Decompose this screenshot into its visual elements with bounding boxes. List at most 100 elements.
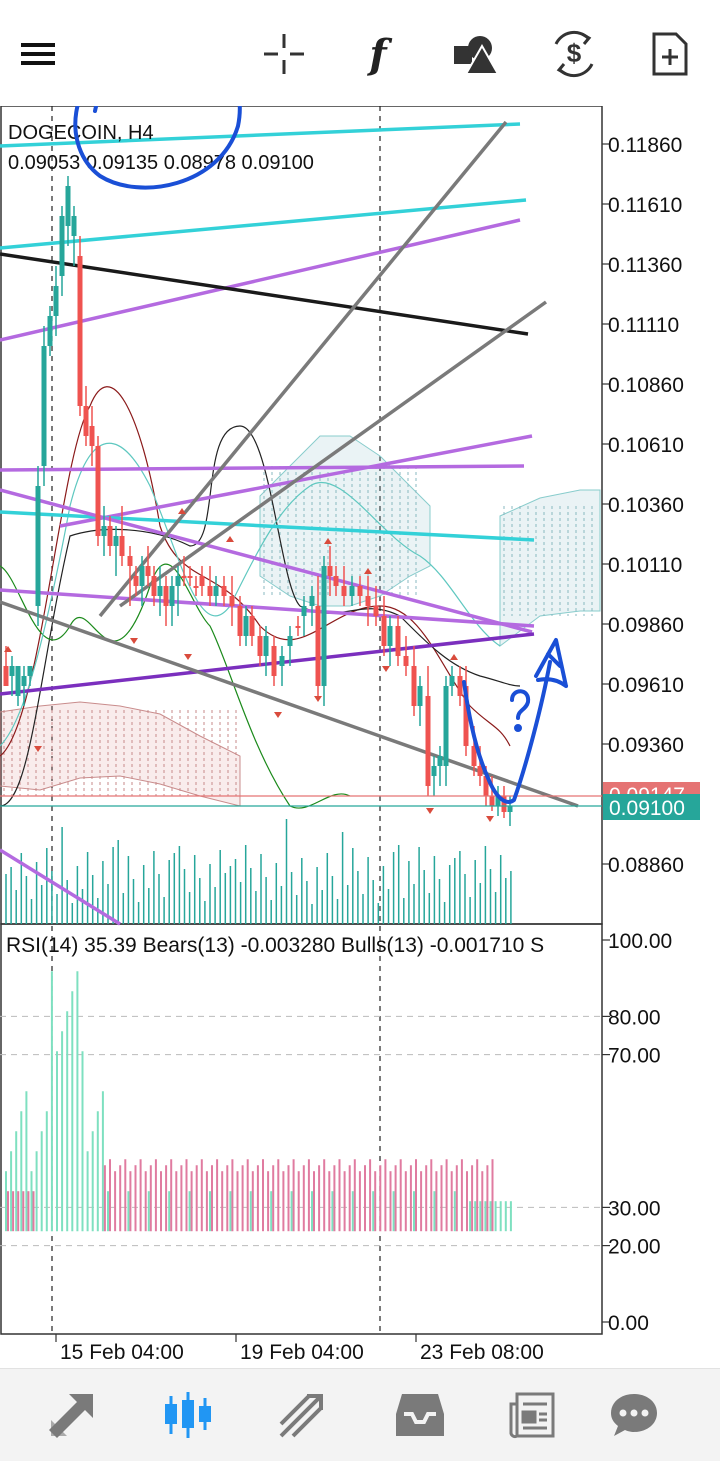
candle-body — [263, 636, 269, 656]
rsi-level-label: 100.00 — [608, 930, 672, 953]
candle-body — [193, 586, 199, 588]
candle-body — [83, 406, 89, 436]
candle-body — [181, 576, 187, 578]
trendline — [0, 198, 527, 250]
candle-body — [15, 666, 21, 696]
trendline — [0, 588, 535, 628]
time-axis-label: 19 Feb 04:00 — [240, 1341, 364, 1364]
candle-body — [35, 486, 41, 606]
candle-body — [301, 606, 307, 616]
nav-history[interactable] — [384, 1383, 456, 1447]
fractal-up-arrow — [178, 508, 186, 514]
menu-button[interactable] — [6, 22, 70, 86]
ichimoku-line — [0, 386, 511, 757]
candle-body — [321, 566, 327, 686]
candle-body — [315, 606, 321, 686]
candle-body — [41, 346, 47, 466]
price-level-label: 0.11110 — [608, 314, 679, 337]
candle-body — [71, 216, 77, 236]
trendline — [0, 464, 525, 472]
nav-messages[interactable] — [598, 1383, 670, 1447]
indicator-panel-title: RSI(14) 35.39 Bears(13) -0.003280 Bulls(… — [6, 934, 544, 957]
trendline — [0, 252, 529, 336]
fractal-up-arrow — [324, 538, 332, 544]
new-order-button[interactable] — [638, 22, 702, 86]
candle-body — [65, 186, 71, 226]
price-level-label: 0.09860 — [608, 614, 684, 637]
price-level-label: 0.11360 — [608, 254, 682, 277]
fractal-down-arrow — [486, 816, 494, 822]
candle-body — [207, 586, 213, 596]
candle-body — [169, 586, 175, 606]
pen-question-annotation — [510, 689, 531, 720]
price-level-label: 0.11860 — [608, 134, 682, 157]
candle-body — [237, 606, 243, 636]
news-icon — [509, 1392, 555, 1439]
candle-body — [395, 626, 401, 656]
price-level-label: 0.10110 — [608, 554, 682, 577]
candle-body — [417, 686, 423, 706]
candle-body — [145, 566, 151, 576]
candle-body — [59, 216, 65, 276]
timeframe-button[interactable]: $ — [542, 22, 606, 86]
fractal-up-arrow — [364, 568, 372, 574]
candle-body — [357, 586, 363, 596]
candle-body — [471, 746, 477, 766]
bottom-navigation — [0, 1368, 720, 1461]
candle-body — [53, 286, 59, 316]
candle-body — [327, 566, 333, 576]
candle-body — [333, 576, 339, 586]
trendline — [0, 218, 521, 342]
bid-price-label: 0.09100 — [609, 797, 685, 820]
candle-body — [489, 796, 495, 806]
fractal-down-arrow — [426, 808, 434, 814]
pen-circle-annotation — [73, 106, 242, 190]
price-level-label: 0.09360 — [608, 734, 684, 757]
nav-chart[interactable] — [152, 1383, 224, 1447]
nav-news[interactable] — [496, 1383, 568, 1447]
rsi-level-label: 0.00 — [608, 1312, 649, 1335]
trendline — [0, 848, 121, 926]
objects-icon — [454, 36, 500, 75]
fractal-up-arrow — [4, 646, 12, 652]
candle-body — [341, 586, 347, 596]
fractal-up-arrow — [226, 536, 234, 542]
candle-body — [365, 596, 371, 606]
candle-body — [279, 656, 285, 666]
candle-body — [507, 806, 513, 812]
candle-body — [27, 666, 33, 676]
candle-body — [199, 576, 205, 586]
nav-quotes[interactable] — [36, 1383, 108, 1447]
crosshair-button[interactable] — [252, 22, 316, 86]
candle-body — [163, 586, 169, 606]
nav-trade[interactable] — [266, 1383, 338, 1447]
pen-question-dot — [514, 724, 522, 732]
candle-body — [175, 576, 181, 586]
candle-body — [425, 696, 431, 786]
chart-area[interactable]: 0.11860 0.11610 0.11360 0.11110 0.10860 0.106… — [0, 106, 720, 1368]
ichimoku-line — [0, 425, 521, 807]
crosshair-icon — [264, 34, 304, 74]
bid-price-box — [603, 794, 700, 820]
fractal-up-arrow — [450, 654, 458, 660]
candle-body — [133, 576, 139, 586]
indicators-button[interactable]: f — [346, 22, 410, 86]
candle-body — [77, 256, 83, 406]
candle-body — [101, 526, 107, 536]
candle-body — [457, 676, 463, 696]
candle-body — [287, 636, 293, 646]
svg-text:$: $ — [567, 38, 582, 68]
candle-body — [157, 586, 163, 596]
trade-icon — [279, 1394, 323, 1438]
fractal-down-arrow — [314, 696, 322, 702]
symbol-title: DOGECOIN, H4 — [8, 122, 154, 144]
candle-body — [295, 626, 301, 628]
price-level-label: 0.08860 — [608, 854, 684, 877]
candle-body — [151, 576, 157, 596]
candle-body — [221, 586, 227, 596]
fractal-down-arrow — [34, 746, 42, 752]
candle-body — [403, 656, 409, 666]
chat-icon — [611, 1394, 657, 1436]
objects-button[interactable] — [444, 22, 508, 86]
price-level-label: 0.09610 — [608, 674, 684, 697]
